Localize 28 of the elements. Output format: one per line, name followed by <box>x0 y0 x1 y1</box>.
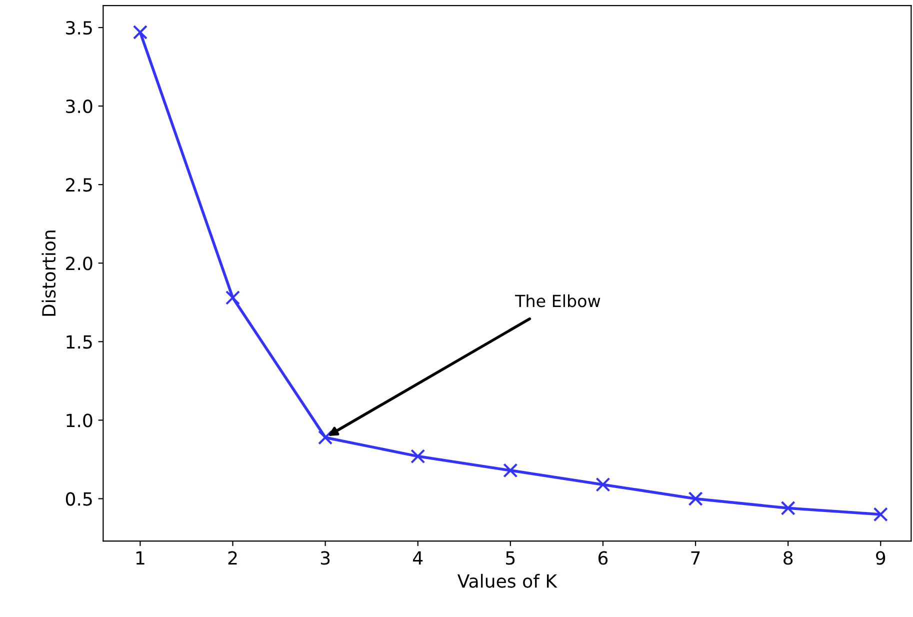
x-tick-label: 7 <box>691 551 700 565</box>
x-tick-label: 5 <box>506 551 515 565</box>
annotation: The Elbow <box>514 294 600 308</box>
point <box>780 500 796 516</box>
x-axis-title: Values of K <box>457 574 558 588</box>
point <box>873 507 888 522</box>
point <box>503 463 518 478</box>
x-tick-label: 9 <box>876 551 886 565</box>
point <box>132 24 148 40</box>
y-tick-label: 2.5 <box>66 178 92 192</box>
y-tick-label: 0.5 <box>66 492 92 506</box>
point <box>225 290 240 305</box>
y-tick-label: 3.0 <box>66 100 92 114</box>
point <box>318 430 333 445</box>
y-tick-label: 1.0 <box>66 414 92 428</box>
point <box>410 449 426 464</box>
x-tick-label: 1 <box>136 551 144 565</box>
y-tick-label: 3.5 <box>66 21 92 35</box>
point <box>688 491 703 506</box>
y-tick-label: 1.5 <box>66 335 92 349</box>
point <box>596 477 610 492</box>
x-tick-label: 2 <box>228 551 237 565</box>
x-tick-label: 3 <box>320 551 330 565</box>
x-tick-label: 6 <box>598 551 608 565</box>
y-axis-title: Distortion <box>42 230 56 316</box>
x-tick-label: 8 <box>784 551 793 565</box>
x-tick-label: 4 <box>412 551 423 565</box>
y-tick-label: 2.0 <box>66 256 92 270</box>
